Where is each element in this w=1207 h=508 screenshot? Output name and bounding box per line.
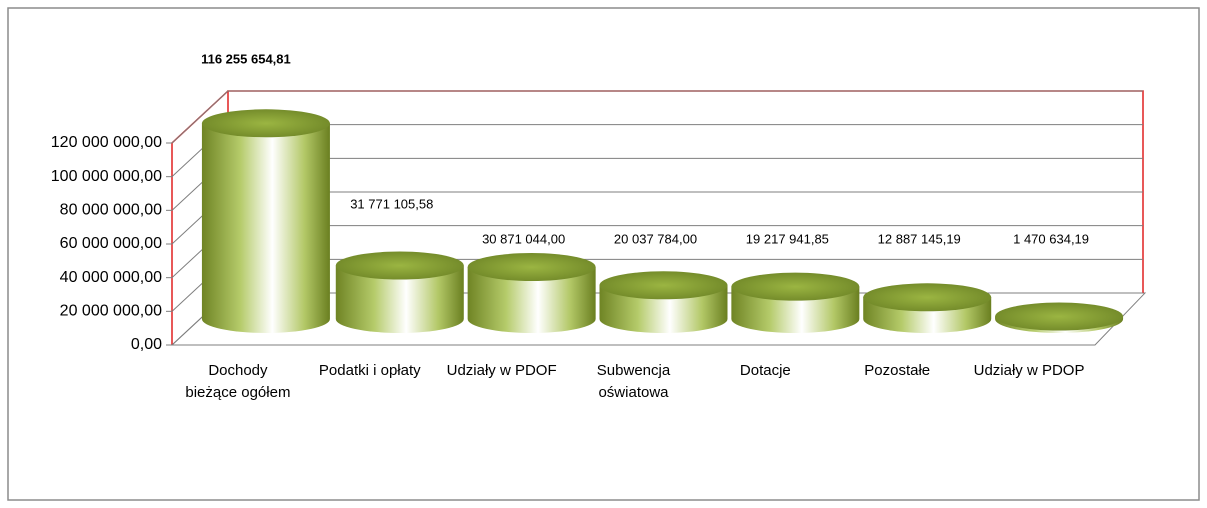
y-tick-label: 40 000 000,00 [60,269,162,286]
value-label: 12 887 145,19 [878,231,961,246]
x-tick-label: Podatki i opłaty [318,362,421,379]
bar-top [599,271,728,300]
bar-top [995,302,1124,331]
x-tick-label: Pozostałe [864,362,931,379]
x-tick-label: Udziały w PDOF [446,362,557,379]
grid-line [171,90,1143,144]
x-tick-label: Subwencja oświatowa [596,362,671,401]
chart-border [7,7,1200,501]
bar [201,123,330,333]
bar-top [467,253,596,282]
y-tick-label: 0,00 [131,336,162,353]
bar-top [731,272,860,301]
x-tick-label: Dotacje [739,362,791,379]
bar [467,267,596,333]
x-tick-label: Udziały w PDOP [973,362,1085,379]
bar-top [335,251,464,280]
y-tick-label: 80 000 000,00 [60,202,162,219]
value-label: 31 771 105,58 [350,196,433,211]
value-label: 30 871 044,00 [482,231,565,246]
y-tick-label: 120 000 000,00 [51,134,162,151]
y-tick-label: 20 000 000,00 [60,303,162,320]
bar-top [201,109,330,138]
value-label: 20 037 784,00 [614,231,697,246]
bar [335,265,464,333]
y-tick-label: 60 000 000,00 [60,235,162,252]
value-label: 1 470 634,19 [1013,231,1089,246]
x-tick-label: Dochody bieżące ogółem [185,362,291,401]
bar-top [863,283,992,312]
value-label: 19 217 941,85 [746,231,829,246]
value-label: 116 255 654,81 [201,51,291,66]
y-tick-label: 100 000 000,00 [51,168,162,185]
